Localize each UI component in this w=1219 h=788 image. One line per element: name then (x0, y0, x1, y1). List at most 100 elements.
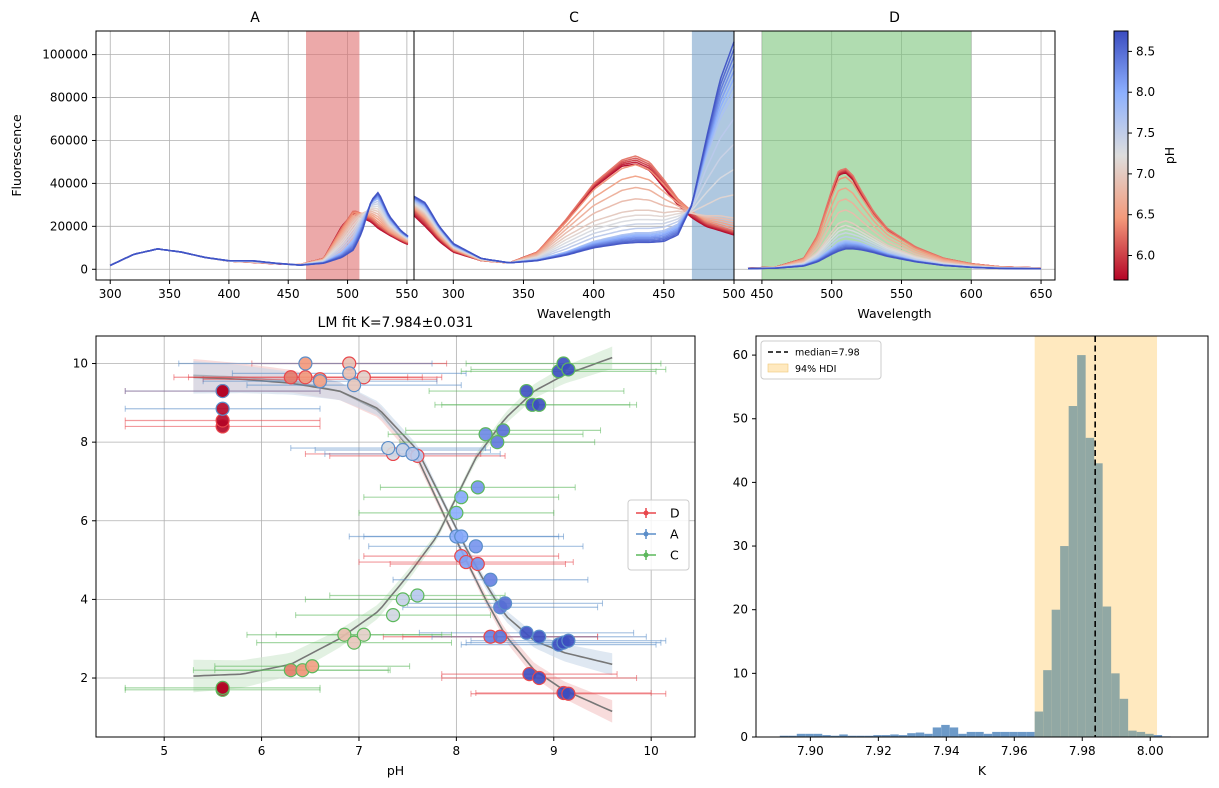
histogram-bar (949, 727, 959, 737)
histogram-bar (1077, 355, 1086, 737)
y-tick-label: 6 (80, 514, 88, 528)
x-tick-label: 500 (723, 287, 746, 301)
panel-title: C (569, 10, 579, 26)
histogram-bar (1085, 437, 1095, 737)
histogram-bar (1111, 673, 1120, 737)
panel-title: LM fit K=7.984±0.031 (318, 315, 474, 331)
data-point-A (405, 446, 420, 462)
colorbar-tick-label: 8.0 (1136, 85, 1155, 99)
spectrum-line (413, 41, 735, 264)
histogram-bar (847, 735, 857, 737)
histogram-bar (813, 733, 823, 737)
histogram-bar (856, 735, 865, 737)
histogram-bar (1068, 406, 1078, 737)
histogram-bar (1145, 733, 1154, 737)
histogram-bar (1102, 606, 1112, 737)
x-tick-label: 550 (395, 287, 418, 301)
legend-label: D (670, 506, 680, 521)
legend-label: A (670, 527, 679, 542)
data-point-D (283, 370, 298, 385)
x-tick-label: 300 (99, 287, 122, 301)
fit-confidence-band (193, 346, 613, 693)
x-tick-label: 450 (652, 287, 675, 301)
data-point-C (395, 592, 410, 607)
y-tick-label: 0 (740, 730, 748, 744)
y-tick-label: 60 (733, 348, 748, 362)
x-tick-label: 400 (582, 287, 605, 301)
x-tick-label: 6 (258, 744, 266, 758)
legend-label: C (670, 548, 679, 563)
histogram-bar (1017, 731, 1027, 737)
spectrum-line (109, 191, 409, 267)
data-point-A (483, 572, 498, 587)
data-point-D (470, 556, 485, 572)
data-point-A (347, 378, 362, 393)
histogram-bar (966, 731, 976, 737)
data-point-C (470, 480, 485, 495)
histogram-bar (1051, 609, 1061, 737)
panel-title: A (250, 10, 260, 26)
data-point-A (215, 383, 230, 399)
histogram-bar (983, 733, 993, 737)
data-point-A (342, 366, 357, 381)
spectrum-line (109, 196, 409, 267)
x-tick-label: 7.90 (797, 744, 824, 758)
data-point-A (519, 625, 534, 640)
y-tick-label: 30 (733, 539, 748, 553)
x-tick-label: 300 (442, 287, 465, 301)
legend-hdi-swatch (767, 363, 789, 373)
histogram-bar (881, 735, 891, 737)
data-point-C (337, 627, 352, 642)
histogram-bar (958, 733, 967, 737)
fit-confidence-band (193, 361, 613, 676)
data-point-C (283, 663, 298, 678)
y-tick-label: 10 (733, 666, 748, 680)
spectrum-line (109, 194, 409, 267)
data-point-D (298, 370, 313, 385)
spectrum-line (413, 70, 735, 264)
colorbar-tick-label: 7.0 (1136, 167, 1155, 181)
axes-frame (95, 30, 415, 281)
histogram-bar (873, 735, 882, 737)
y-tick-label: 40000 (50, 176, 88, 190)
x-tick-label: 350 (158, 287, 181, 301)
data-point-A (497, 596, 513, 611)
histogram-bar (907, 733, 916, 737)
panel-posterior (779, 336, 1171, 737)
histogram-bar (796, 733, 806, 737)
spectrum-line (413, 63, 735, 264)
histogram-bar (1043, 670, 1052, 737)
data-point-C (532, 397, 547, 412)
legend-box (627, 499, 690, 571)
x-tick-label: 400 (217, 287, 240, 301)
y-tick-label: 80000 (50, 91, 88, 105)
data-point-A (532, 629, 547, 644)
histogram-bar (1119, 698, 1129, 737)
histogram-bar (1128, 730, 1137, 737)
y-tick-label: 8 (80, 435, 88, 449)
data-point-A (298, 356, 313, 371)
data-point-A (312, 374, 328, 389)
spectrum-line (748, 248, 1041, 270)
data-point-C (519, 383, 534, 399)
wavelength-band (761, 31, 972, 280)
data-point-C (561, 362, 576, 377)
histogram-bar (898, 735, 908, 737)
x-tick-label: 8.00 (1137, 744, 1164, 758)
data-point-D (493, 629, 508, 644)
spectrum-line (109, 205, 409, 267)
data-point-D (561, 686, 576, 701)
spectrum-line (109, 200, 409, 267)
axes-frame (755, 335, 1209, 738)
histogram-bar (788, 735, 797, 737)
data-point-A (468, 539, 483, 554)
fit-confidence-band (193, 359, 613, 723)
histogram-bar (805, 733, 814, 737)
histogram-bar (992, 731, 1001, 737)
data-point-C (215, 680, 230, 695)
histogram-bar (1094, 463, 1103, 737)
data-point-D (215, 413, 230, 428)
data-point-C (496, 423, 511, 438)
y-tick-label: 4 (80, 592, 88, 606)
x-tick-label: 9 (550, 744, 558, 758)
